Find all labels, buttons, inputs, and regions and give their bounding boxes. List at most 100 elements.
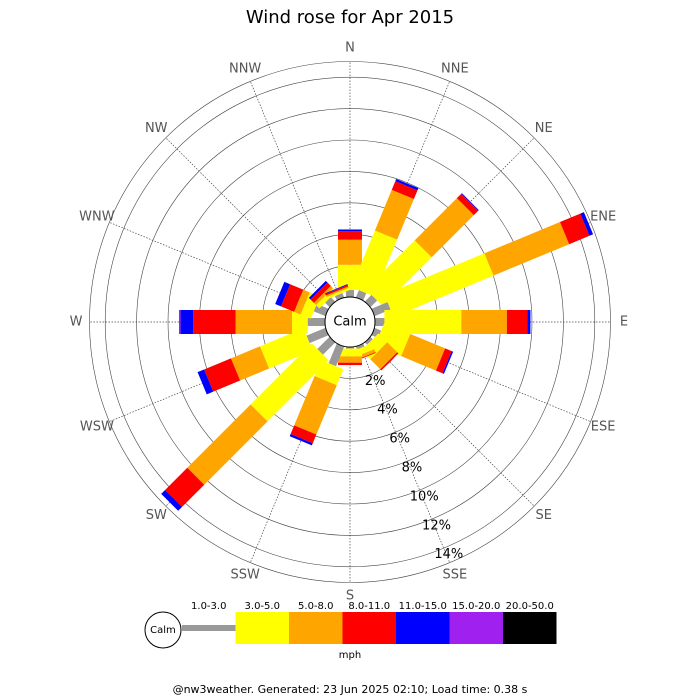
bar-segment: [384, 253, 494, 317]
bar-segment: [259, 328, 313, 369]
bar-segment: [328, 343, 345, 367]
bar-segment: [391, 181, 418, 200]
legend-label: 5.0-8.0: [298, 601, 333, 612]
direction-label: NE: [535, 121, 553, 136]
direction-bar: [197, 327, 329, 395]
direction-label: SSE: [442, 568, 467, 583]
direction-label: SW: [146, 508, 167, 523]
r-tick-label: 4%: [377, 403, 398, 418]
direction-bar: [161, 336, 336, 511]
legend-label: 15.0-20.0: [452, 601, 500, 612]
legend-swatch: [289, 612, 343, 644]
bar-segment: [395, 178, 419, 191]
spoke: [249, 81, 351, 323]
bar-segment: [310, 282, 331, 303]
direction-label: W: [70, 315, 83, 330]
direction-label: E: [620, 315, 628, 330]
direction-label: SSW: [230, 568, 260, 583]
bar-segment: [374, 318, 385, 326]
direction-label: ENE: [590, 210, 616, 225]
r-tick-label: 14%: [434, 547, 463, 562]
bar-segment: [401, 333, 446, 371]
grid-ring: [104, 76, 596, 568]
bar-segment: [456, 193, 479, 216]
bar-segment: [380, 352, 399, 371]
bar-segment: [280, 284, 304, 312]
bars: [161, 178, 594, 511]
bar-segment: [325, 297, 336, 308]
bar-segment: [506, 310, 528, 334]
bar-segment: [338, 362, 362, 366]
bar-segment: [346, 289, 354, 297]
bar-segment: [250, 343, 329, 422]
bar-segment: [165, 467, 205, 507]
legend-swatch: [449, 612, 503, 644]
legend-label: 11.0-15.0: [399, 601, 447, 612]
bar-segment: [351, 230, 398, 297]
bar-segment: [193, 310, 236, 334]
bar-segment: [317, 336, 336, 355]
direction-label: ESE: [591, 419, 616, 434]
bar-segment: [204, 358, 241, 392]
r-tick-label: 8%: [402, 460, 423, 475]
chart-title: Wind rose for Apr 2015: [246, 7, 454, 28]
calm-label: Calm: [333, 315, 366, 330]
r-tick-label: 6%: [389, 432, 410, 447]
r-tick-label: 10%: [410, 489, 439, 504]
spoke: [349, 321, 451, 563]
direction-bar: [308, 280, 337, 309]
r-tick-label: 12%: [422, 518, 451, 533]
bar-segment: [326, 287, 350, 300]
bar-segment: [559, 213, 590, 245]
bar-segment: [414, 198, 474, 258]
bar-segment: [461, 310, 507, 334]
r-tick-label: 2%: [365, 374, 386, 389]
calm-circle: [324, 296, 376, 348]
direction-label: NNW: [229, 61, 261, 76]
legend-label: 1.0-3.0: [191, 601, 226, 612]
legend-swatch: [342, 612, 396, 644]
bar-segment: [313, 285, 334, 306]
legend-label: 8.0-11.0: [348, 601, 390, 612]
bar-segment: [306, 327, 329, 344]
bar-segment: [364, 336, 373, 345]
bar-segment: [290, 425, 317, 444]
bar-segment: [346, 347, 354, 349]
bar-segment: [338, 231, 362, 240]
bar-segment: [294, 376, 337, 435]
bar-segment: [527, 310, 531, 334]
legend-calm-circle: [144, 611, 182, 649]
bar-segment: [326, 286, 349, 297]
bar-segment: [180, 310, 194, 334]
bar-segment: [235, 310, 293, 334]
direction-label: SE: [536, 508, 552, 523]
bar-segment: [289, 434, 313, 446]
direction-label: S: [346, 589, 354, 604]
legend-label: 3.0-5.0: [245, 601, 280, 612]
bar-segment: [197, 369, 214, 395]
bar-segment: [161, 489, 183, 511]
bar-segment: [580, 212, 594, 236]
direction-bar: [374, 310, 531, 334]
direction-label: N: [345, 41, 355, 56]
legend-swatch: [235, 612, 289, 644]
bar-segment: [338, 348, 362, 357]
legend-label: 20.0-50.0: [506, 601, 554, 612]
bar-segment: [307, 318, 325, 326]
direction-bar: [178, 310, 325, 334]
legend-unit: mph: [339, 650, 361, 661]
bar-segment: [275, 281, 291, 307]
bar-segment: [338, 356, 362, 363]
grid-ring: [167, 139, 533, 505]
direction-label: NW: [145, 121, 168, 136]
legend-swatch: [503, 612, 557, 644]
bar-segment: [365, 240, 432, 307]
legend-swatch: [182, 625, 236, 631]
bar-segment: [292, 310, 308, 334]
bar-segment: [355, 290, 367, 301]
bar-segment: [371, 302, 391, 317]
bar-segment: [334, 293, 345, 301]
direction-label: NNE: [441, 61, 469, 76]
bar-segment: [325, 284, 348, 295]
